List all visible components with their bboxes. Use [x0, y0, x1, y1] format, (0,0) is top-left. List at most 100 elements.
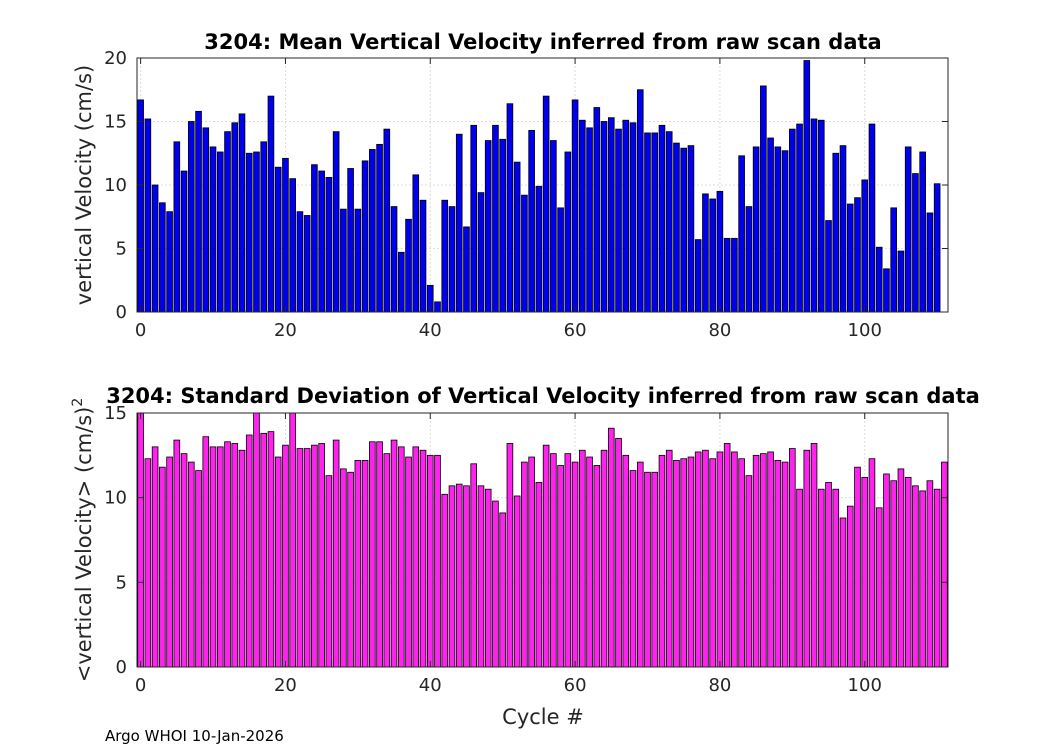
- stddev-velocity-bar: [883, 473, 890, 668]
- mean-velocity-bar: [883, 268, 890, 313]
- mean-velocity-bar: [687, 145, 695, 313]
- mean-velocity-bar: [296, 211, 304, 313]
- stddev-velocity-bar: [434, 454, 441, 668]
- stddev-velocity-bar: [260, 432, 268, 668]
- stddev-velocity-bar: [245, 434, 253, 668]
- stddev-velocity-bar: [209, 446, 217, 668]
- mean-velocity-bar: [839, 145, 847, 313]
- stddev-velocity-bar: [796, 488, 803, 668]
- stddev-velocity-bar: [839, 517, 847, 668]
- mean-velocity-ticks: 0 20 40 60 80 100 0 5 10 15 20: [104, 48, 948, 341]
- mean-velocity-bar: [484, 140, 492, 313]
- mean-velocity-xtick-label: 60: [564, 320, 587, 341]
- stddev-velocity-bar: [325, 475, 333, 668]
- mean-velocity-bar: [455, 133, 463, 313]
- stddev-velocity-bar: [492, 500, 499, 668]
- mean-velocity-bar: [607, 117, 615, 313]
- stddev-velocity-bar: [202, 436, 210, 668]
- stddev-velocity-bar: [231, 443, 239, 668]
- mean-velocity-bar: [933, 183, 941, 313]
- stddev-velocity-bar: [644, 471, 651, 668]
- mean-velocity-bar: [311, 164, 318, 313]
- stddev-velocity-bar: [904, 476, 912, 668]
- stddev-velocity-bar: [180, 453, 188, 668]
- mean-velocity-bar: [347, 168, 354, 313]
- stddev-velocity-ytick-label: 10: [104, 488, 127, 509]
- stddev-velocity-bar: [173, 439, 181, 668]
- mean-velocity-bar: [665, 131, 673, 313]
- stddev-velocity-bar: [383, 453, 391, 668]
- mean-velocity-bar: [745, 206, 753, 313]
- stddev-velocity-bar: [651, 471, 659, 668]
- mean-velocity-bar: [890, 207, 897, 313]
- stddev-velocity-bar: [825, 482, 832, 668]
- stddev-velocity-bar: [723, 443, 731, 668]
- mean-velocity-bar: [231, 122, 239, 313]
- mean-velocity-bar: [817, 119, 825, 313]
- stddev-velocity-bar: [694, 451, 702, 668]
- mean-velocity-bar: [528, 129, 535, 313]
- stddev-velocity-bar: [622, 454, 630, 668]
- stddev-velocity-bar: [716, 451, 724, 668]
- mean-velocity-bar: [832, 152, 840, 313]
- stddev-velocity-bar: [789, 448, 796, 668]
- stddev-velocity-bar: [861, 476, 869, 668]
- stddev-velocity-bar: [817, 488, 825, 668]
- stddev-velocity-bar: [303, 448, 311, 668]
- mean-velocity-bar: [340, 208, 347, 313]
- stddev-velocity-ylabel: <vertical Velocity> (cm/s)2: [70, 398, 96, 683]
- stddev-velocity-bar: [282, 444, 289, 668]
- mean-velocity-bar: [318, 170, 325, 313]
- mean-velocity-xtick-label: 80: [708, 320, 731, 341]
- stddev-velocity-bar: [586, 456, 593, 668]
- mean-velocity-bar: [564, 151, 572, 313]
- mean-velocity-bar: [260, 141, 268, 313]
- mean-velocity-bar: [535, 185, 543, 313]
- mean-velocity-bar: [680, 147, 687, 313]
- mean-velocity-bar: [383, 128, 391, 313]
- stddev-velocity-chart: 0 20 40 60 80 100 0 5 10 15 3204: Standard Deviat…: [70, 384, 980, 729]
- stddev-velocity-bar: [687, 456, 695, 668]
- mean-velocity-bar: [398, 251, 405, 313]
- mean-velocity-bar: [238, 113, 246, 313]
- stddev-velocity-bar: [137, 412, 144, 668]
- mean-velocity-bar: [441, 199, 449, 313]
- mean-velocity-xtick-label: 100: [848, 320, 882, 341]
- mean-velocity-bar: [405, 218, 412, 313]
- mean-velocity-bar: [144, 118, 152, 313]
- mean-velocity-bar: [412, 174, 420, 313]
- stddev-velocity-bar: [369, 441, 376, 668]
- mean-velocity-bar: [354, 208, 362, 313]
- stddev-velocity-xtick-label: 0: [135, 675, 146, 696]
- stddev-velocity-bar: [398, 446, 405, 668]
- mean-velocity-title: 3204: Mean Vertical Velocity inferred fr…: [204, 30, 881, 54]
- mean-velocity-bar: [173, 141, 181, 313]
- stddev-velocity-bar: [455, 483, 463, 668]
- stddev-velocity-bar: [658, 454, 666, 668]
- mean-velocity-ytick-label: 15: [104, 112, 127, 133]
- stddev-velocity-bar: [557, 465, 564, 668]
- stddev-velocity-bar: [564, 453, 572, 668]
- mean-velocity-bar: [912, 173, 919, 313]
- stddev-velocity-bar: [542, 444, 550, 668]
- stddev-velocity-xtick-label: 40: [419, 675, 442, 696]
- stddev-velocity-bar: [347, 471, 354, 668]
- mean-velocity-bar: [644, 132, 651, 313]
- stddev-velocity-bar: [933, 488, 941, 668]
- stddev-velocity-title: 3204: Standard Deviation of Vertical Vel…: [106, 384, 980, 408]
- mean-velocity-bar: [506, 103, 514, 313]
- mean-velocity-bar: [658, 124, 666, 313]
- mean-velocity-bar: [303, 215, 311, 313]
- mean-velocity-bar: [774, 146, 782, 313]
- stddev-velocity-xtick-label: 60: [564, 675, 587, 696]
- mean-velocity-bar: [803, 60, 811, 313]
- stddev-velocity-bar: [832, 488, 840, 668]
- stddev-velocity-bar: [188, 461, 195, 668]
- mean-velocity-bar: [579, 119, 586, 313]
- mean-velocity-bar: [854, 197, 861, 313]
- stddev-velocity-bar: [361, 460, 369, 668]
- stddev-velocity-bar: [890, 480, 897, 668]
- stddev-velocity-bar: [390, 439, 398, 668]
- stddev-velocity-bar: [253, 412, 260, 668]
- stddev-velocity-bar: [159, 466, 166, 668]
